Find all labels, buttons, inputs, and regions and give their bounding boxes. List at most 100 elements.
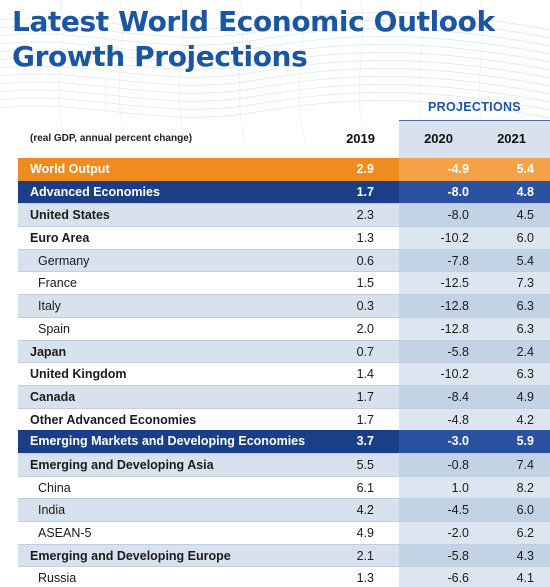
value-2019: 0.6	[356, 253, 374, 268]
row-label: Japan	[30, 344, 67, 359]
value-2021: 4.3	[475, 544, 550, 567]
value-2021: 4.5	[475, 204, 550, 227]
value-2019: 1.4	[356, 367, 374, 382]
table-row: Emerging and Developing Europe 2.1 -5.8 …	[18, 543, 550, 567]
table-row: Germany 0.6 -7.8 5.4	[18, 248, 550, 272]
value-2020: -6.6	[399, 567, 475, 587]
value-2019: 2.9	[356, 162, 374, 176]
value-2020: -8.0	[399, 204, 475, 227]
value-2020: -4.5	[399, 499, 475, 521]
row-label: Canada	[30, 389, 76, 404]
table-row: Spain 2.0 -12.8 6.3	[18, 316, 550, 340]
value-2019: 2.3	[356, 208, 374, 223]
value-2020: -12.5	[399, 272, 475, 295]
value-2019: 1.3	[356, 571, 374, 586]
value-2021: 6.3	[475, 295, 550, 317]
table-row: Advanced Economies 1.7 -8.0 4.8	[18, 180, 550, 204]
value-2019: 0.3	[356, 299, 374, 314]
value-2019: 5.5	[356, 457, 374, 472]
value-2021: 6.2	[475, 522, 550, 544]
table-row: China 6.1 1.0 8.2	[18, 475, 550, 499]
value-2021: 4.1	[475, 567, 550, 587]
value-2019: 1.5	[356, 276, 374, 291]
table-row: Emerging and Developing Asia 5.5 -0.8 7.…	[18, 452, 550, 476]
table-row: ASEAN-5 4.9 -2.0 6.2	[18, 521, 550, 544]
value-2021: 5.4	[475, 249, 550, 272]
row-label: Other Advanced Economies	[30, 412, 197, 427]
value-2020: -0.8	[399, 453, 475, 476]
row-label: Advanced Economies	[30, 184, 160, 199]
value-2020: -10.2	[399, 227, 475, 249]
table-row: World Output 2.9 -4.9 5.4	[18, 158, 550, 181]
row-label: United Kingdom	[30, 367, 127, 382]
projections-rule	[399, 120, 550, 121]
value-2021: 4.9	[475, 385, 550, 408]
value-2019: 0.7	[356, 344, 374, 359]
value-2020: -12.8	[399, 295, 475, 317]
row-label: Germany	[38, 253, 90, 268]
value-2020: -8.0	[399, 180, 475, 204]
value-2019: 6.1	[356, 480, 374, 495]
value-2021: 5.9	[475, 430, 550, 453]
row-label: ASEAN-5	[38, 526, 92, 540]
value-2021: 8.2	[475, 476, 550, 499]
table-row: India 4.2 -4.5 6.0	[18, 498, 550, 521]
growth-table: World Output 2.9 -4.9 5.4 Advanced Econo…	[18, 158, 550, 587]
value-2021: 6.3	[475, 363, 550, 385]
value-2021: 7.4	[475, 453, 550, 476]
row-label: Emerging and Developing Europe	[30, 548, 231, 563]
table-row: Italy 0.3 -12.8 6.3	[18, 294, 550, 317]
value-2021: 6.3	[475, 317, 550, 340]
row-label: United States	[30, 208, 110, 223]
row-label: China	[38, 480, 71, 495]
value-2020: -5.8	[399, 340, 475, 363]
value-2020: -4.9	[399, 158, 475, 181]
row-label: India	[38, 503, 66, 518]
value-2020: -2.0	[399, 522, 475, 544]
page-title: Latest World Economic Outlook Growth Pro…	[12, 4, 495, 74]
projections-label: PROJECTIONS	[428, 100, 521, 114]
value-2021: 5.4	[475, 158, 550, 181]
value-2020: -8.4	[399, 385, 475, 408]
value-2019: 3.7	[356, 434, 374, 449]
row-label: Euro Area	[30, 231, 90, 246]
value-2020: 1.0	[399, 476, 475, 499]
year-header-2019: 2019	[346, 131, 375, 146]
table-row: Other Advanced Economies 1.7 -4.8 4.2	[18, 407, 550, 431]
year-header-2021: 2021	[497, 131, 526, 146]
table-row: United Kingdom 1.4 -10.2 6.3	[18, 362, 550, 385]
value-2021: 4.8	[475, 180, 550, 204]
row-label: Russia	[38, 571, 77, 586]
value-2019: 1.7	[356, 389, 374, 404]
value-2020: -10.2	[399, 363, 475, 385]
row-label: Italy	[38, 299, 61, 314]
table-row: Euro Area 1.3 -10.2 6.0	[18, 226, 550, 249]
value-2019: 2.0	[356, 321, 374, 336]
value-2020: -3.0	[399, 430, 475, 453]
value-2020: -5.8	[399, 544, 475, 567]
title-line-1: Latest World Economic Outlook	[12, 5, 495, 38]
value-2019: 1.3	[356, 231, 374, 246]
value-2019: 2.1	[356, 548, 374, 563]
row-label: Spain	[38, 321, 70, 336]
value-2020: -4.8	[399, 408, 475, 431]
row-label: Emerging and Developing Asia	[30, 457, 214, 472]
value-2020: -7.8	[399, 249, 475, 272]
table-row: Emerging Markets and Developing Economie…	[18, 430, 550, 453]
value-2019: 1.7	[356, 412, 374, 427]
value-2021: 6.0	[475, 227, 550, 249]
table-row: United States 2.3 -8.0 4.5	[18, 203, 550, 227]
year-header-2020: 2020	[424, 131, 453, 146]
value-2021: 4.2	[475, 408, 550, 431]
table-row: Russia 1.3 -6.6 4.1	[18, 566, 550, 587]
value-2019: 1.7	[356, 184, 374, 199]
table-row: Canada 1.7 -8.4 4.9	[18, 384, 550, 408]
row-label: France	[38, 276, 77, 291]
table-row: France 1.5 -12.5 7.3	[18, 271, 550, 295]
value-2021: 2.4	[475, 340, 550, 363]
table-row: Japan 0.7 -5.8 2.4	[18, 339, 550, 363]
value-2019: 4.9	[356, 526, 374, 540]
row-label: Emerging Markets and Developing Economie…	[30, 434, 306, 449]
unit-note: (real GDP, annual percent change)	[30, 133, 193, 144]
